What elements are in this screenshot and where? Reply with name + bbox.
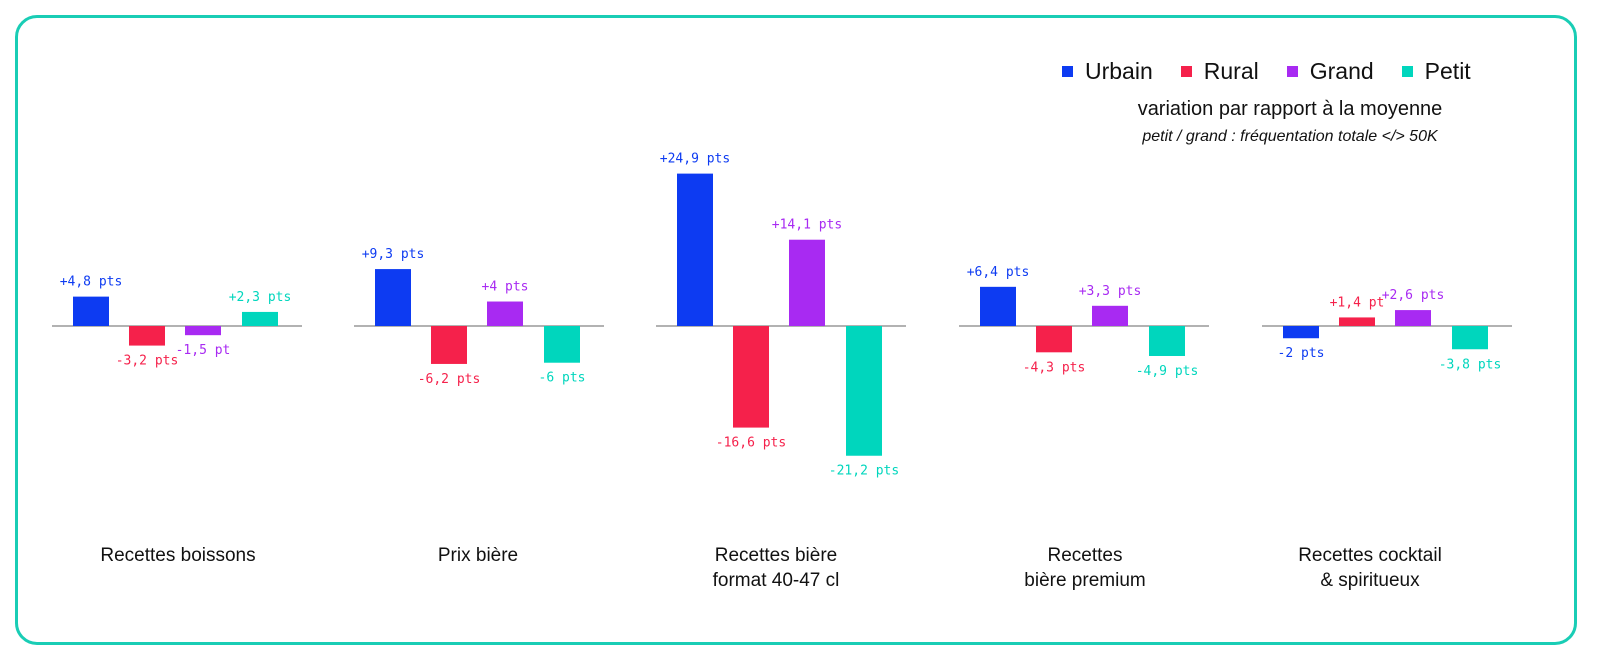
bar-rural: [1036, 326, 1072, 353]
legend-label: Rural: [1203, 58, 1259, 84]
bar-grand: [1395, 310, 1431, 326]
legend-label: Petit: [1424, 58, 1471, 84]
data-label: +3,3 pts: [1079, 284, 1142, 299]
data-label: -16,6 pts: [716, 436, 786, 451]
bar-rural: [431, 326, 467, 364]
bar-urbain: [980, 286, 1016, 326]
category-group: -2 pts +1,4 pt+2,6 pts -3,8 pts Recettes co…: [1262, 288, 1512, 591]
bar-urbain: [1283, 326, 1319, 339]
bar-rural: [733, 326, 769, 428]
legend-swatch: [1062, 66, 1073, 77]
category-label: & spiritueux: [1320, 570, 1420, 591]
data-label: +14,1 pts: [772, 218, 842, 233]
bar-grand: [487, 301, 523, 326]
data-label: -21,2 pts: [829, 464, 899, 479]
bar-petit: [242, 311, 278, 326]
legend-swatch: [1286, 66, 1298, 77]
data-label: -2 pts: [1278, 346, 1325, 361]
category-label: bière premium: [1024, 570, 1145, 591]
legend-label: Urbain: [1085, 58, 1153, 84]
bar-grand: [1092, 305, 1128, 326]
bar-grand: [789, 239, 825, 326]
legend-item-grand: Grand: [1286, 58, 1374, 85]
data-label: +2,3 pts: [229, 290, 292, 305]
legend-label: Grand: [1309, 58, 1374, 84]
data-label: -4,3 pts: [1023, 360, 1086, 375]
data-label: -6 pts: [539, 371, 586, 386]
bar-petit: [1149, 326, 1185, 356]
category-group: +6,4 pts -4,3 pts +3,3 pts -4,9 pts Recettes…: [959, 265, 1209, 591]
data-label: +1,4 pt: [1330, 295, 1385, 310]
data-label: +4 pts: [482, 280, 529, 295]
category-group: +24,9 pts -16,6 pts +14,1 pts -21,2 pts Rece…: [656, 152, 906, 591]
data-label: -6,2 pts: [418, 372, 481, 387]
data-label: +9,3 pts: [362, 247, 425, 262]
data-label: -4,9 pts: [1136, 364, 1199, 379]
data-label: +4,8 pts: [60, 275, 123, 290]
category-group: +4,8 pts -3,2 pts-1,5 pt +2,3 pts Recettes …: [52, 275, 302, 566]
legend-item-petit: Petit: [1401, 58, 1471, 85]
category-group: +9,3 pts -6,2 pts +4 pts -6 pts Prix bière: [354, 247, 604, 566]
bar-grand: [185, 326, 221, 336]
legend: Urbain Rural Grand Petit: [1062, 58, 1471, 85]
data-label: -3,2 pts: [116, 354, 179, 369]
bar-rural: [129, 326, 165, 346]
data-label: +6,4 pts: [967, 265, 1030, 280]
category-label: Recettes: [1048, 545, 1123, 566]
legend-item-urbain: Urbain: [1062, 58, 1153, 85]
category-label: format 40-47 cl: [713, 570, 840, 591]
data-label: +2,6 pts: [1382, 288, 1445, 303]
category-label: Recettes bière: [715, 545, 838, 566]
bar-petit: [846, 326, 882, 456]
category-label: Recettes cocktail: [1298, 545, 1442, 566]
legend-item-rural: Rural: [1180, 58, 1259, 85]
bar-petit: [544, 326, 580, 363]
bar-petit: [1452, 326, 1488, 350]
category-label: Recettes boissons: [100, 545, 255, 566]
chart-note: petit / grand : fréquentation totale </>…: [1142, 128, 1438, 145]
data-label: -3,8 pts: [1439, 357, 1502, 372]
bar-urbain: [677, 173, 713, 326]
legend-swatch: [1180, 66, 1192, 77]
data-label: +24,9 pts: [660, 152, 730, 167]
bar-rural: [1339, 317, 1375, 326]
data-label: -1,5 pt: [176, 343, 231, 358]
bar-urbain: [375, 269, 411, 326]
legend-swatch: [1401, 66, 1413, 77]
category-label: Prix bière: [438, 545, 518, 566]
chart-subtitle: variation par rapport à la moyenne: [1137, 98, 1443, 120]
bar-urbain: [73, 296, 109, 326]
